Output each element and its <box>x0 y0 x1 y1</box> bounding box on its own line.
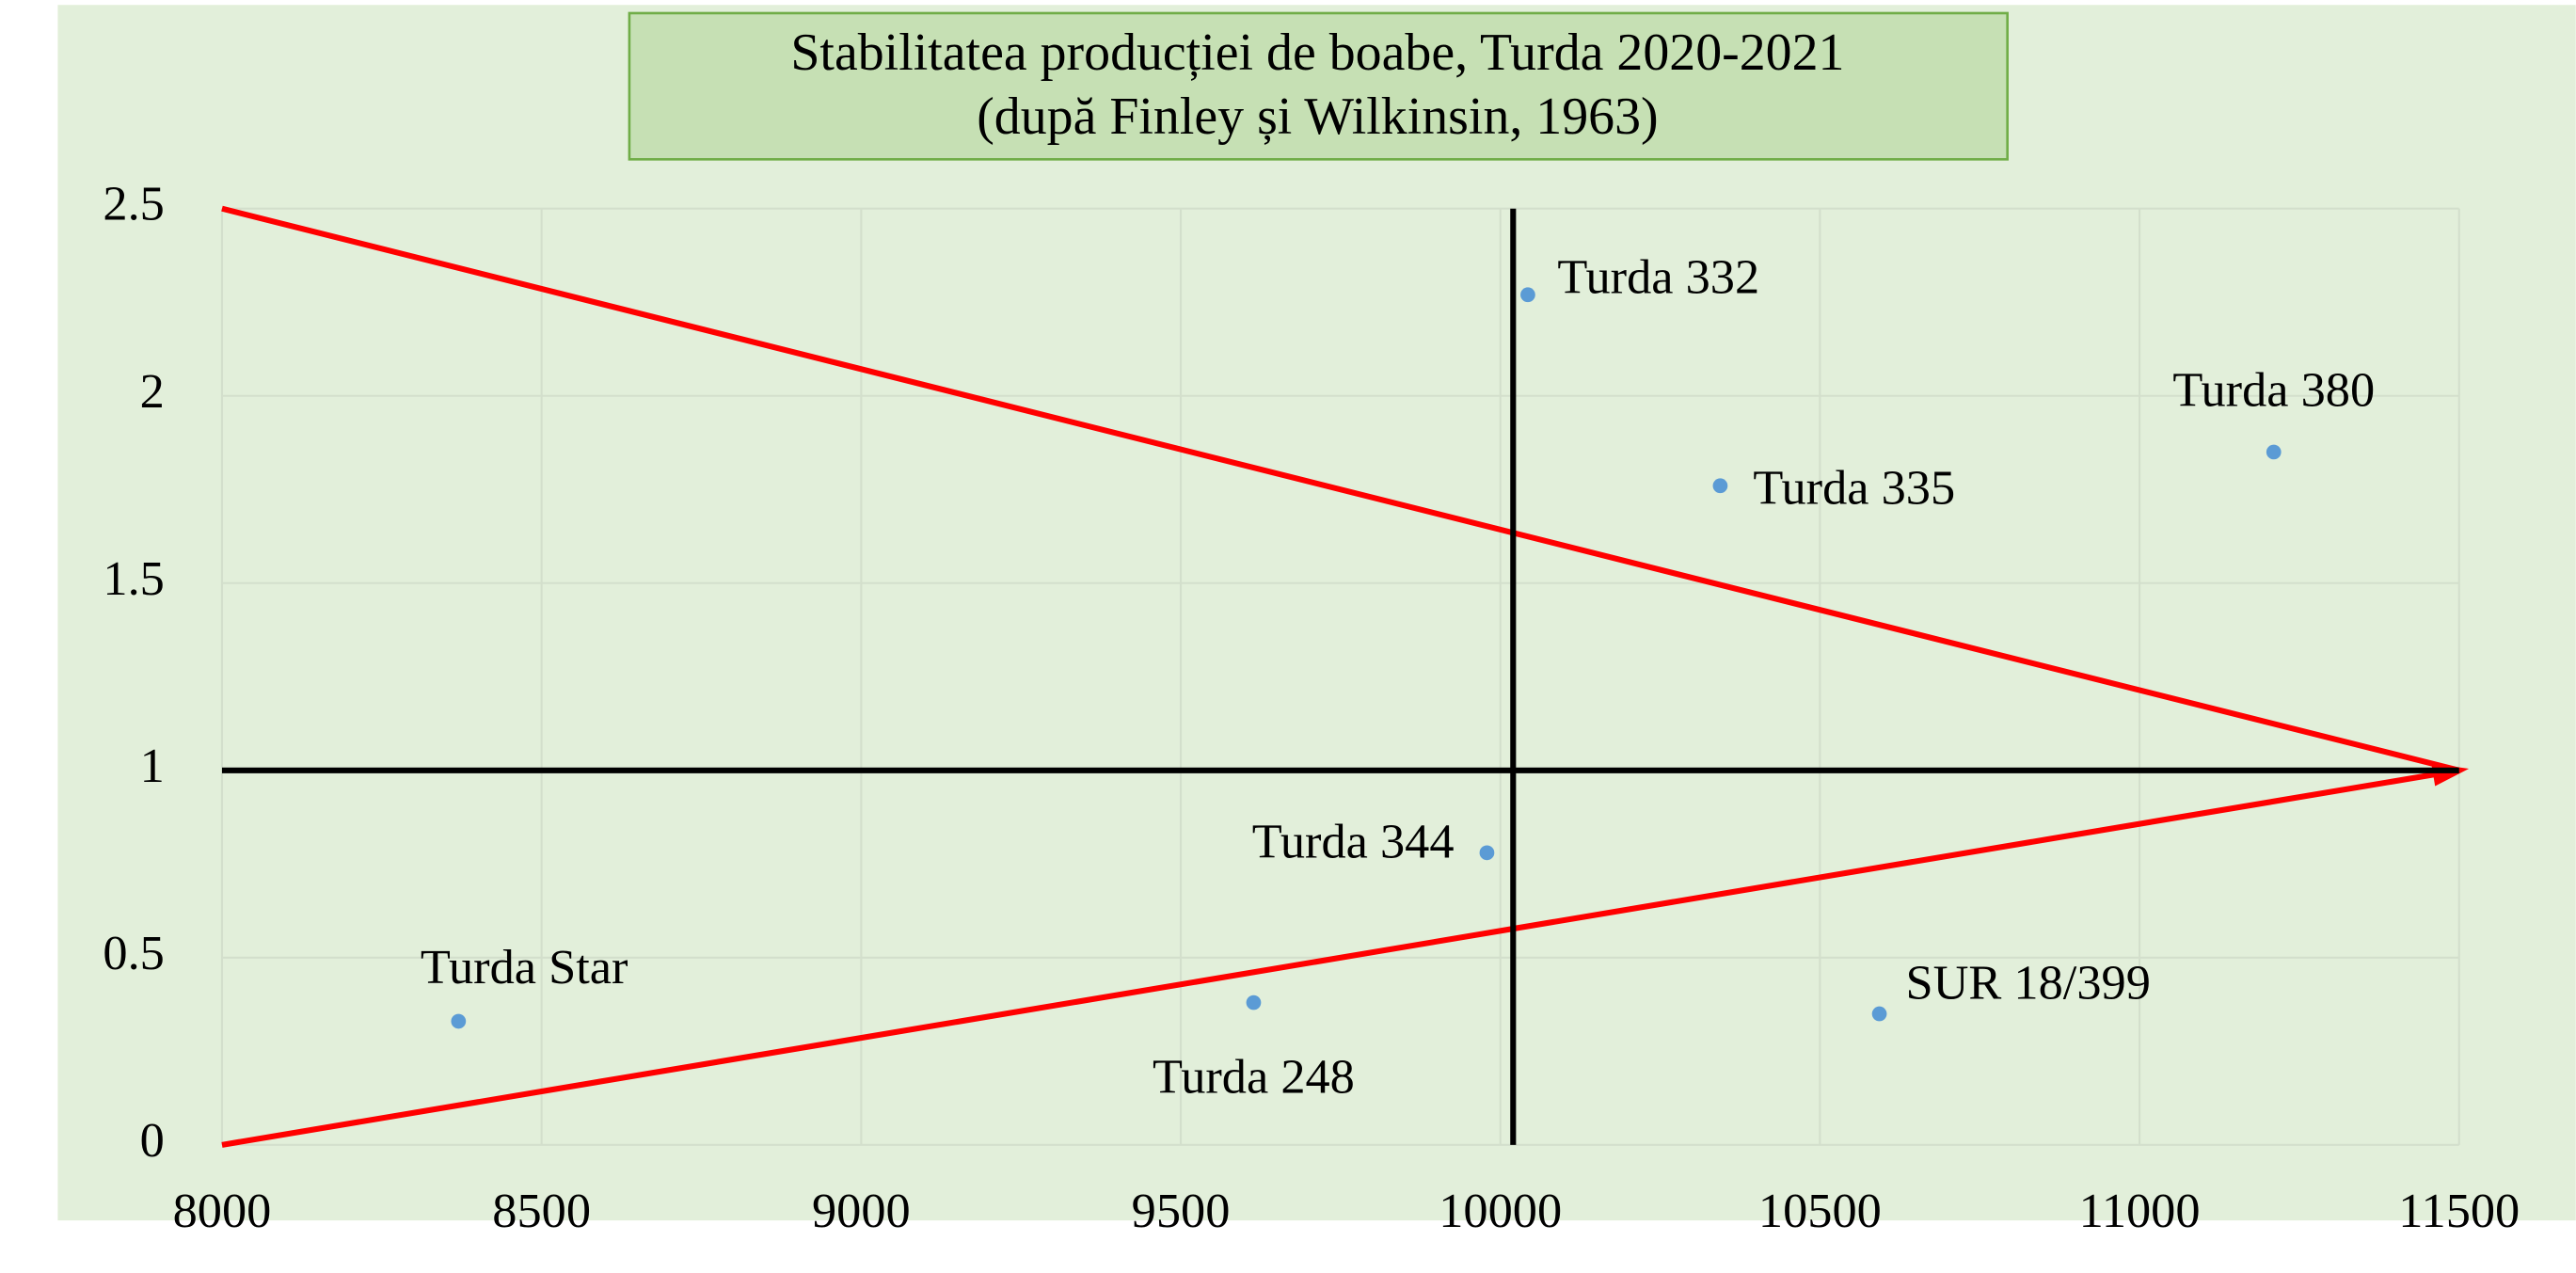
point-label: Turda 335 <box>1753 460 1955 515</box>
x-tick-label: 9500 <box>1132 1184 1231 1238</box>
point <box>2266 444 2282 460</box>
point-label: Turda 248 <box>1153 1049 1355 1104</box>
point-label: SUR 18/399 <box>1906 956 2151 1010</box>
chart-subtitle: (după Finley și Wilkinsin, 1963) <box>977 88 1658 146</box>
point-label: Turda 332 <box>1557 249 1759 304</box>
point <box>1246 995 1262 1010</box>
points: Turda Star Turda 248 Turda 344 Turda 332 Tur… <box>421 249 2375 1104</box>
x-tick-label: 8000 <box>173 1184 272 1238</box>
y-tick-label: 1 <box>140 739 165 793</box>
y-tick-label: 2.5 <box>103 177 164 231</box>
x-tick-label: 11000 <box>2079 1184 2201 1238</box>
y-tick-label: 0 <box>140 1113 165 1168</box>
point-label: Turda Star <box>421 940 628 995</box>
x-tick-label: 11500 <box>2398 1184 2520 1238</box>
point-label: Turda 344 <box>1252 814 1455 868</box>
point-label: Turda 380 <box>2172 362 2375 417</box>
chart-background <box>57 5 2576 1221</box>
title-box <box>628 11 2009 161</box>
point <box>1712 478 1728 494</box>
x-tick-label: 9000 <box>812 1184 911 1238</box>
chart-title: Stabilitatea producției de boabe, Turda … <box>790 24 1844 82</box>
point <box>1520 287 1535 303</box>
x-tick-label: 10000 <box>1439 1184 1562 1238</box>
x-tick-label: 8500 <box>492 1184 591 1238</box>
reference-line <box>221 767 2460 1148</box>
point <box>451 1013 467 1029</box>
y-tick-label: 2 <box>140 364 165 419</box>
reference-lines <box>221 205 2470 1148</box>
point <box>1871 1006 1887 1022</box>
x-tick-label: 10500 <box>1758 1184 1882 1238</box>
point <box>1479 845 1495 861</box>
y-tick-label: 1.5 <box>103 551 164 606</box>
y-tick-label: 0.5 <box>103 926 164 980</box>
reference-line <box>221 205 2460 773</box>
